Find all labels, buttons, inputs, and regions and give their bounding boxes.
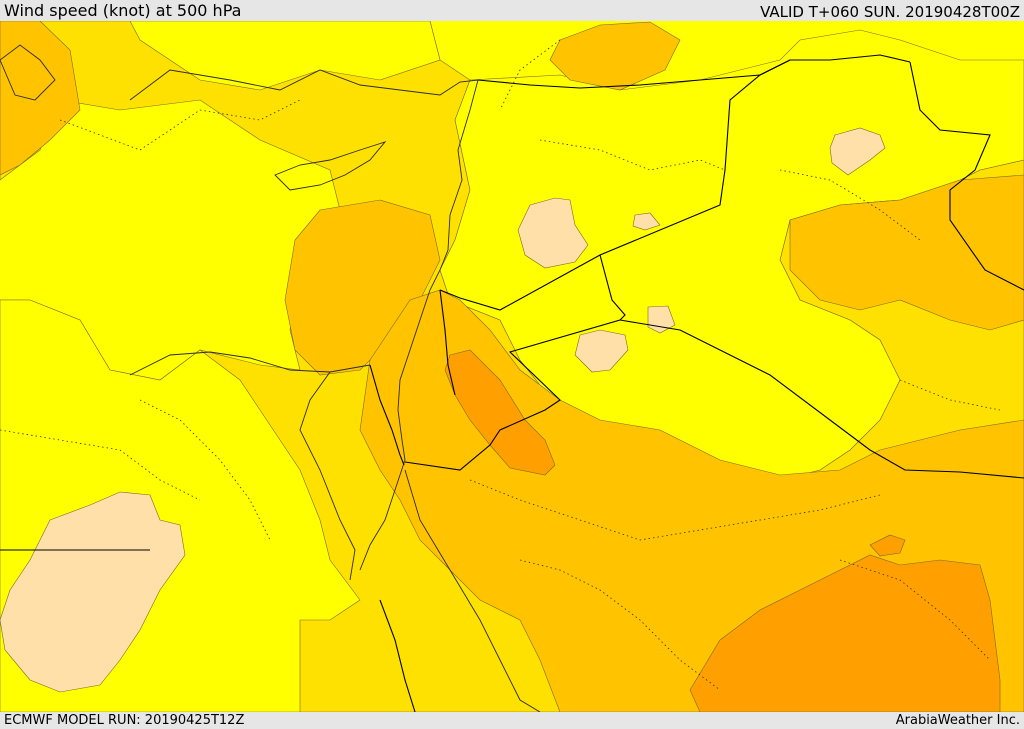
coast-red-sea-east bbox=[359, 459, 406, 571]
map-title: Wind speed (knot) at 500 hPa bbox=[4, 1, 242, 20]
footer-bar: ECMWF MODEL RUN: 20190425T12Z ArabiaWeat… bbox=[0, 712, 1024, 729]
admin-boundaries bbox=[0, 39, 1001, 691]
contour-medium-high-north bbox=[549, 21, 681, 91]
admin-line-6 bbox=[0, 429, 201, 501]
wind-speed-map bbox=[0, 21, 1024, 712]
border-turkey-syria bbox=[477, 54, 911, 89]
border-saudi-south bbox=[379, 599, 416, 712]
contour-lowest-syria bbox=[517, 197, 589, 269]
contour-high-southeast bbox=[689, 554, 1001, 712]
contour-medium-high-northwest bbox=[0, 21, 81, 176]
contour-lowest-west bbox=[0, 491, 186, 693]
contour-lowest-iraq-north bbox=[829, 127, 886, 176]
coast-gulf-suez bbox=[299, 371, 356, 581]
contour-high-east-blob bbox=[869, 534, 906, 557]
coast-levant bbox=[397, 79, 479, 461]
contour-medium-high-east bbox=[789, 174, 1024, 331]
contour-lowest-iraq-west bbox=[574, 329, 629, 373]
country-borders bbox=[0, 54, 1024, 712]
admin-line-1 bbox=[59, 99, 301, 151]
contour-low-north bbox=[129, 21, 441, 91]
coast-aegean bbox=[0, 44, 56, 101]
admin-line-2 bbox=[539, 139, 726, 171]
coastlines bbox=[0, 44, 541, 712]
border-syria-iraq-south bbox=[439, 59, 791, 311]
model-run: ECMWF MODEL RUN: 20190425T12Z bbox=[4, 713, 245, 728]
border-syria-iraq bbox=[909, 61, 1024, 291]
contour-lowest-small-1 bbox=[632, 212, 661, 231]
admin-line-9 bbox=[499, 39, 561, 111]
border-saudi-iraq bbox=[619, 319, 1024, 479]
coast-turkey-south bbox=[129, 69, 479, 101]
header-bar: Wind speed (knot) at 500 hPa VALID T+060… bbox=[0, 0, 1024, 21]
map-panel bbox=[0, 21, 1024, 712]
coast-red-sea-saudi bbox=[404, 469, 541, 712]
border-egypt-israel bbox=[369, 364, 405, 466]
coast-cyprus bbox=[274, 141, 387, 191]
border-jordan-west bbox=[439, 289, 456, 396]
admin-line-4 bbox=[469, 479, 881, 541]
valid-time: VALID T+060 SUN. 20190428T00Z bbox=[760, 3, 1020, 21]
border-jordan-iraq bbox=[404, 254, 626, 471]
admin-line-8 bbox=[839, 559, 991, 661]
credit: ArabiaWeather Inc. bbox=[895, 713, 1020, 728]
